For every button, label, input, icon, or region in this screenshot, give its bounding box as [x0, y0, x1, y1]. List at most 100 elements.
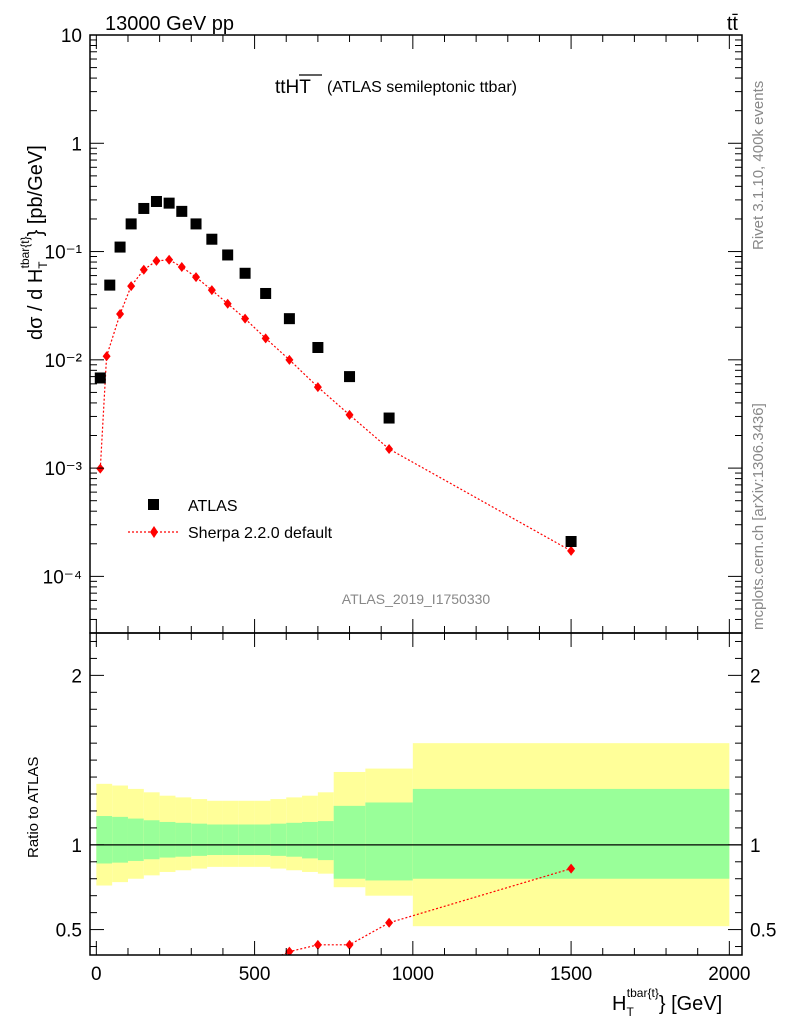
rivet-version-label: Rivet 3.1.10, 400k events	[750, 81, 767, 250]
y-tick-label: 10	[61, 26, 82, 47]
collision-label: 13000 GeV pp	[105, 13, 234, 35]
sherpa-point	[127, 281, 136, 292]
atlas-point	[312, 341, 324, 353]
atlas-point	[239, 267, 251, 279]
y-tick-label: 10⁻³	[45, 459, 83, 480]
sherpa-point	[207, 285, 216, 296]
x-label-text: H	[612, 993, 626, 1015]
sherpa-point	[345, 409, 354, 420]
ratio-y-tick-label: 1	[71, 836, 82, 857]
y-label-sup: tbar{t}	[18, 236, 32, 268]
band-inner-bin	[112, 816, 128, 863]
plot-subtitle: (ATLAS semileptonic ttbar)	[327, 79, 517, 96]
legend-sherpa-label: Sherpa 2.2.0 default	[188, 525, 333, 542]
atlas-point	[565, 535, 577, 547]
sherpa-point	[102, 351, 111, 362]
y-axis-label-main: dσ / d HTtbar{t}} [pb/GeV]	[18, 145, 50, 340]
band-inner-bin	[159, 821, 176, 858]
band-inner-bin	[175, 822, 192, 857]
y-tick-label: 10⁻⁴	[43, 567, 82, 588]
band-inner-bin	[254, 824, 271, 856]
axis-ticks: 10 1 10⁻¹ 10⁻² 10⁻³ 10⁻⁴ 0 500 1000 1500 2000 0.5 0.…	[43, 26, 777, 985]
y-label-sub: T	[36, 261, 50, 269]
plot-title: ttHT	[275, 77, 311, 98]
x-tick-label: 1500	[550, 964, 592, 985]
ratio-y-tick-label-right: 0.5	[750, 921, 776, 942]
y-label-unit: } [pb/GeV]	[25, 145, 47, 236]
band-inner-bin	[270, 823, 287, 856]
x-tick-label: 0	[91, 964, 102, 985]
y-tick-label: 10⁻¹	[45, 243, 83, 264]
ratio-y-tick-label-right: 2	[750, 666, 761, 687]
sherpa-line	[99, 259, 572, 552]
atlas-point	[283, 313, 295, 325]
y-label-text: dσ / d H	[25, 269, 47, 340]
atlas-point	[150, 195, 162, 207]
atlas-point	[125, 218, 137, 230]
legend: ATLAS Sherpa 2.2.0 default	[128, 498, 333, 542]
atlas-point	[104, 279, 116, 291]
sherpa-point	[313, 382, 322, 393]
analysis-id: ATLAS_2019_I1750330	[342, 591, 491, 607]
atlas-point	[260, 287, 272, 299]
svg-text:dσ / d HTtbar{t}} [pb/GeV]: dσ / d HTtbar{t}} [pb/GeV]	[18, 145, 50, 340]
atlas-point	[190, 218, 202, 230]
x-tick-label: 500	[239, 964, 271, 985]
sherpa-ratio-point	[285, 946, 294, 955]
ratio-y-tick-label: 0.5	[56, 921, 82, 942]
sherpa-point	[261, 333, 270, 344]
atlas-point	[383, 412, 395, 424]
atlas-point	[222, 249, 234, 261]
sherpa-point	[285, 354, 294, 365]
band-inner-bin	[286, 822, 303, 857]
atlas-point	[163, 197, 175, 209]
band-inner-bin	[222, 824, 239, 856]
x-label-unit: } [GeV]	[659, 993, 722, 1015]
ratio-y-tick-label: 2	[71, 666, 82, 687]
y-axis-label-ratio: Ratio to ATLAS	[25, 757, 42, 858]
sherpa-ratio-point	[345, 939, 354, 950]
legend-atlas-marker	[148, 499, 159, 510]
x-axis-label: HTtbar{t}} [GeV]	[612, 986, 722, 1019]
atlas-point	[114, 241, 126, 253]
band-inner-bin	[238, 824, 255, 856]
sherpa-ratio-point	[385, 917, 394, 928]
sherpa-point	[192, 272, 201, 283]
band-inner-bin	[207, 824, 223, 856]
legend-sherpa-marker	[150, 526, 158, 538]
sherpa-point	[241, 313, 250, 324]
x-label-sup: tbar{t}	[627, 986, 659, 1000]
x-tick-label: 1000	[392, 964, 434, 985]
atlas-point	[176, 205, 188, 217]
sherpa-point	[567, 545, 576, 556]
plot-title-main: ttHT	[275, 77, 311, 98]
ratio-uncertainty-bands	[96, 743, 730, 927]
band-inner-bin	[127, 818, 144, 861]
y-tick-label: 10⁻²	[45, 351, 83, 372]
main-frame	[89, 34, 743, 634]
ratio-y-tick-label-right: 1	[750, 836, 761, 857]
band-inner-bin	[302, 821, 318, 859]
x-label-sub: T	[626, 1005, 634, 1019]
sherpa-point	[223, 298, 232, 309]
sherpa-point	[385, 444, 394, 455]
main-plot-marks	[94, 195, 577, 556]
band-inner-bin	[191, 823, 208, 856]
atlas-point	[138, 202, 150, 214]
sherpa-point	[116, 309, 125, 320]
sherpa-ratio-point	[313, 939, 322, 950]
legend-atlas-label: ATLAS	[188, 498, 238, 515]
sherpa-point	[177, 262, 186, 273]
band-inner-bin	[333, 805, 366, 879]
sherpa-point	[165, 254, 174, 265]
sherpa-point	[152, 255, 161, 266]
process-label: tt̄	[727, 13, 739, 35]
sherpa-ratio-point	[567, 863, 576, 874]
x-tick-label: 2000	[708, 964, 750, 985]
band-inner-bin	[317, 821, 334, 861]
y-tick-label: 1	[71, 134, 82, 155]
band-inner-bin	[365, 802, 413, 881]
atlas-point	[206, 233, 218, 245]
band-inner-bin	[96, 816, 113, 864]
